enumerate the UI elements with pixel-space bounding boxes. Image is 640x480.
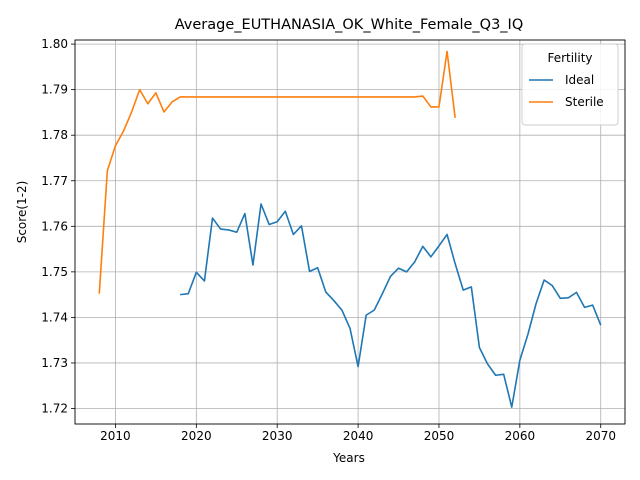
- y-tick-label: 1.74: [41, 310, 68, 324]
- x-tick-label: 2050: [424, 429, 455, 443]
- y-tick-label: 1.76: [41, 219, 68, 233]
- y-tick-label: 1.78: [41, 128, 68, 142]
- y-tick-label: 1.73: [41, 356, 68, 370]
- legend-box: [521, 43, 619, 126]
- x-axis: 2010 2020 2030 2040 2050 2060 2070: [100, 424, 616, 443]
- y-axis: 1.72 1.73 1.74 1.75 1.76 1.77 1.78 1.79 1.80: [41, 37, 75, 416]
- legend: Fertility Ideal Sterile: [521, 43, 619, 126]
- x-tick-label: 2040: [343, 429, 374, 443]
- legend-label-ideal: Ideal: [565, 73, 594, 87]
- chart-title: Average_EUTHANASIA_OK_White_Female_Q3_IQ: [175, 17, 524, 33]
- x-tick-label: 2020: [181, 429, 212, 443]
- x-axis-label: Years: [332, 451, 365, 465]
- legend-entries: Ideal Sterile: [529, 73, 604, 109]
- series-line-ideal: [180, 203, 602, 408]
- grid: [75, 40, 625, 424]
- plot-frame: [74, 39, 626, 425]
- y-tick-label: 1.75: [41, 265, 68, 279]
- series-lines: [98, 50, 602, 408]
- legend-label-sterile: Sterile: [565, 95, 604, 109]
- x-tick-label: 2010: [100, 429, 131, 443]
- x-tick-label: 2060: [505, 429, 536, 443]
- y-axis-label: Score(1-2): [15, 181, 29, 244]
- y-tick-label: 1.77: [41, 174, 68, 188]
- legend-title: Fertility: [547, 51, 592, 65]
- x-tick-label: 2030: [262, 429, 293, 443]
- y-tick-label: 1.72: [41, 402, 68, 416]
- x-tick-label: 2070: [585, 429, 616, 443]
- y-tick-label: 1.80: [41, 37, 68, 51]
- y-tick-label: 1.79: [41, 83, 68, 97]
- series-line-sterile: [98, 50, 456, 294]
